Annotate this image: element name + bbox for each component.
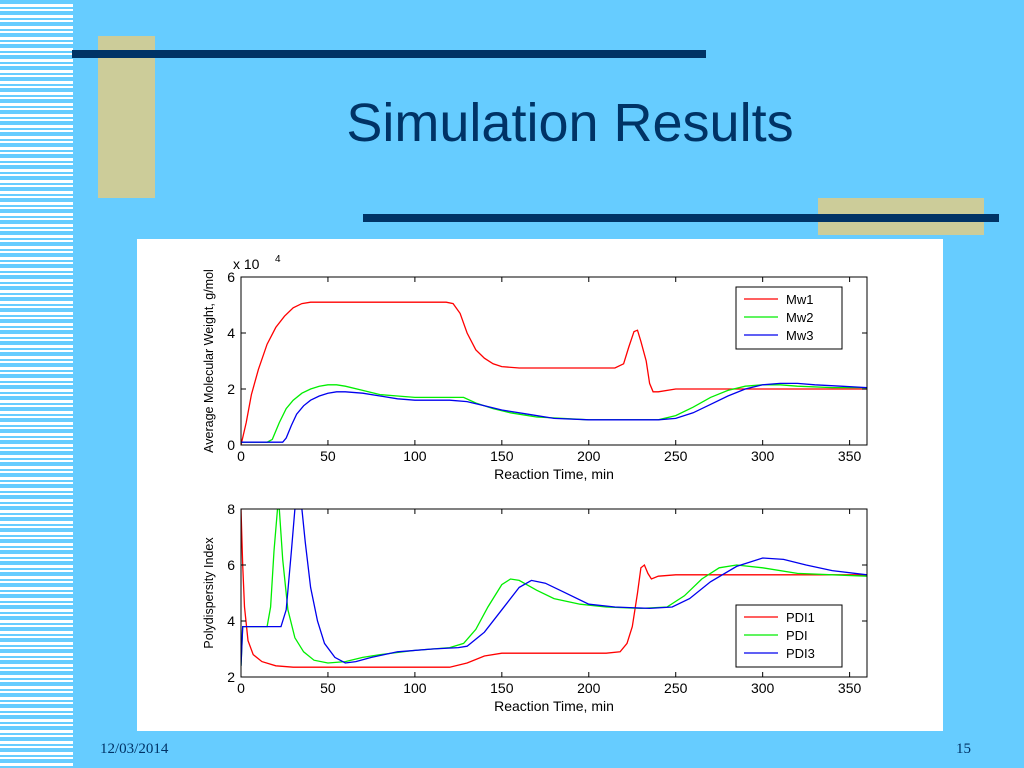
pdi-legend-box [735,604,843,668]
mw-y-multiplier-exponent: 4 [275,254,281,265]
mw-y-tick-label: 6 [227,269,235,285]
pdi-series-line-pdi3 [241,509,867,666]
left-stripe-decoration [0,0,73,768]
mw-x-tick-label: 150 [490,448,514,464]
pdi-legend-label-pdi1: PDI1 [786,610,815,625]
mw-y-tick-label: 0 [227,437,235,453]
mw-y-axis-label: Average Molecular Weight, g/mol [202,269,216,453]
mw-y-multiplier: x 10 [233,256,260,272]
mw-legend-label-mw2: Mw2 [786,310,813,325]
chart-panel: 0 50 100 150 200 250 300 350 0 2 4 6 Reaction Time, … [137,239,943,731]
pdi-y-tick-label: 6 [227,557,235,573]
pdi-series-line-pdi [241,509,867,666]
pdi-legend-label-pdi: PDI [786,628,808,643]
pdi-legend-label-pdi3: PDI3 [786,646,815,661]
pdi-x-tick-label: 200 [577,680,601,696]
pdi-x-axis-label: Reaction Time, min [494,698,614,714]
mw-series-line-mw1 [241,301,867,445]
mw-x-tick-label: 100 [403,448,427,464]
mw-series-line-mw2 [241,384,867,443]
top-accent-bar [72,50,706,58]
mw-legend-box [735,286,843,350]
pdi-y-tick-label: 2 [227,669,235,685]
mw-legend-label-mw1: Mw1 [786,292,813,307]
mw-x-tick-label: 300 [751,448,775,464]
pdi-x-tick-label: 50 [320,680,336,696]
footer-page-number: 15 [956,741,971,757]
pdi-series-line-pdi1 [241,509,867,668]
bottom-accent-bar [363,214,999,222]
top-left-deco-block [98,36,155,198]
pdi-x-tick-label: 250 [664,680,688,696]
mw-y-tick-label: 4 [227,325,235,341]
mw-x-tick-label: 50 [320,448,336,464]
pdi-axes-box [240,508,868,678]
mw-x-tick-label: 350 [838,448,862,464]
slide-title: Simulation Results [346,93,794,153]
pdi-x-tick-label: 350 [838,680,862,696]
mw-x-axis-label: Reaction Time, min [494,466,614,482]
mw-legend-label-mw3: Mw3 [786,328,813,343]
mw-x-tick-label: 250 [664,448,688,464]
pdi-y-tick-label: 8 [227,501,235,517]
mw-x-tick-label: 0 [237,448,245,464]
pdi-x-tick-label: 100 [403,680,427,696]
footer-date: 12/03/2014 [100,741,169,757]
pdi-x-tick-label: 300 [751,680,775,696]
pdi-x-tick-label: 0 [237,680,245,696]
mw-series-line-mw3 [241,382,867,443]
mw-axes-box [240,276,868,446]
mw-x-tick-label: 200 [577,448,601,464]
pdi-x-tick-label: 150 [490,680,514,696]
mw-y-tick-label: 2 [227,381,235,397]
pdi-y-axis-label: Polydispersity Index [202,537,216,649]
pdi-y-tick-label: 4 [227,613,235,629]
